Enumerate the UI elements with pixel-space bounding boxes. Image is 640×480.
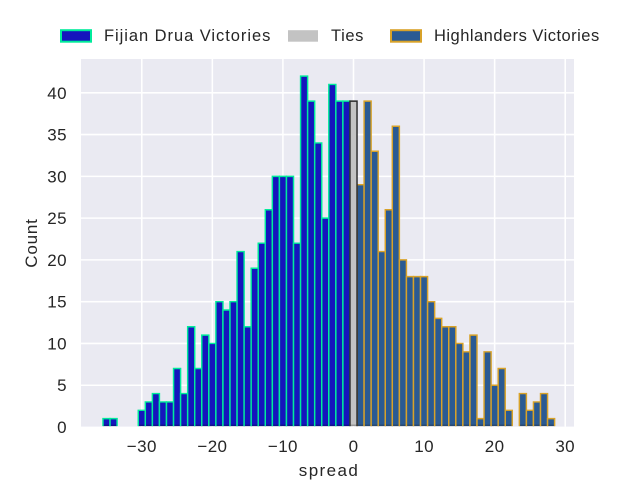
svg-text:−20: −20: [197, 437, 227, 456]
svg-text:−30: −30: [127, 437, 157, 456]
svg-text:0: 0: [349, 437, 359, 456]
svg-text:−10: −10: [268, 437, 298, 456]
svg-text:20: 20: [485, 437, 505, 456]
svg-text:30: 30: [555, 437, 575, 456]
svg-text:spread: spread: [299, 461, 359, 480]
svg-text:15: 15: [47, 293, 67, 312]
svg-text:25: 25: [47, 209, 67, 228]
svg-text:40: 40: [47, 84, 67, 103]
svg-text:Ties: Ties: [331, 27, 364, 45]
svg-text:30: 30: [47, 167, 67, 186]
svg-text:Count: Count: [22, 218, 41, 267]
svg-text:5: 5: [57, 376, 67, 395]
svg-text:35: 35: [47, 126, 67, 145]
svg-text:0: 0: [57, 418, 67, 437]
svg-text:10: 10: [414, 437, 434, 456]
svg-text:Fijian Drua Victories: Fijian Drua Victories: [104, 27, 271, 45]
svg-text:Highlanders Victories: Highlanders Victories: [434, 27, 600, 45]
svg-text:10: 10: [47, 334, 67, 353]
svg-text:20: 20: [47, 251, 67, 270]
